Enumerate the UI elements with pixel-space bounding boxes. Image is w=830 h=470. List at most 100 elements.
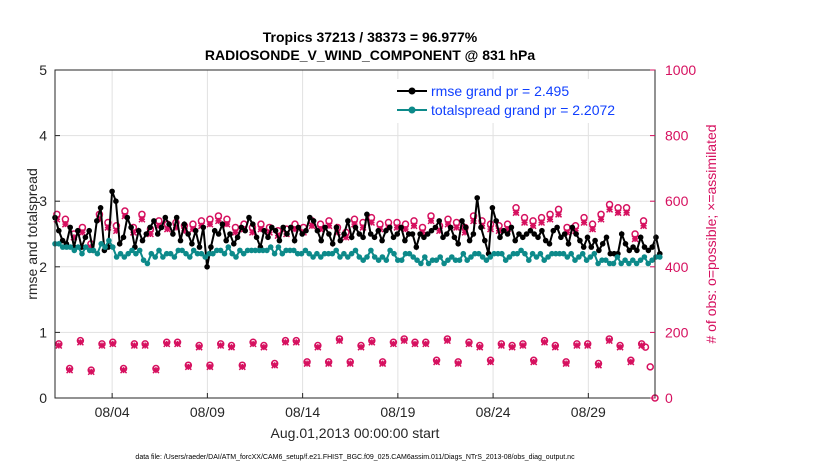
- series-point-1: [522, 250, 528, 257]
- obs-assimilated-marker: [594, 361, 603, 369]
- obs-assimilated-marker: [616, 343, 624, 351]
- series-point-0: [383, 227, 389, 234]
- series-point-0: [120, 234, 127, 241]
- y-right-tick-label: 400: [665, 259, 689, 275]
- series-point-1: [229, 250, 235, 257]
- series-point-1: [483, 257, 490, 264]
- series-point-1: [445, 257, 451, 264]
- series-point-0: [59, 237, 66, 244]
- obs-assimilated-marker: [109, 340, 117, 348]
- series-point-1: [210, 250, 216, 257]
- obs-possible-marker: [646, 363, 654, 371]
- series-point-1: [140, 257, 147, 264]
- series-point-0: [109, 188, 115, 195]
- series-point-1: [329, 250, 336, 257]
- series-point-1: [106, 237, 112, 244]
- legend-box: [393, 79, 651, 123]
- series-point-0: [253, 234, 260, 241]
- series-point-0: [97, 205, 104, 211]
- series-point-1: [183, 250, 189, 257]
- series-point-1: [198, 250, 205, 257]
- obs-assimilated-marker: [104, 223, 112, 231]
- obs-assimilated-marker: [580, 218, 588, 227]
- obs-assimilated-marker: [129, 228, 137, 236]
- obs-assimilated-marker: [508, 343, 516, 351]
- obs-assimilated-marker: [184, 363, 192, 371]
- obs-assimilated-marker: [497, 341, 505, 350]
- series-point-1: [133, 250, 139, 257]
- series-point-0: [204, 264, 210, 270]
- series-point-0: [299, 231, 306, 237]
- series-point-0: [653, 234, 659, 241]
- series-point-1: [94, 250, 101, 257]
- series-point-0: [113, 198, 119, 204]
- series-point-1: [252, 247, 259, 254]
- chart-title-line2: RADIOSONDE_V_WIND_COMPONENT @ 831 hPa: [205, 47, 535, 63]
- series-point-1: [468, 254, 474, 260]
- series-point-1: [533, 254, 540, 260]
- y-right-axis-label: # of obs: o=possible; ×=assimilated: [703, 124, 719, 343]
- y-right-tick-label: 200: [665, 324, 689, 340]
- series-point-0: [386, 224, 393, 231]
- series-point-1: [610, 260, 617, 267]
- obs-assimilated-marker: [605, 337, 613, 345]
- series-point-0: [250, 221, 256, 227]
- series-point-0: [291, 237, 298, 244]
- obs-assimilated-marker: [174, 340, 182, 348]
- series-point-0: [116, 241, 123, 247]
- obs-assimilated-marker: [589, 225, 597, 233]
- series-point-1: [622, 257, 628, 264]
- series-point-0: [558, 234, 564, 241]
- obs-assimilated-marker: [155, 222, 163, 230]
- y-right-tick-label: 0: [665, 390, 673, 406]
- series-point-1: [568, 250, 574, 257]
- series-point-0: [310, 218, 317, 224]
- series-point-0: [265, 234, 271, 241]
- series-point-0: [523, 231, 530, 237]
- legend-spread-marker: [408, 106, 416, 114]
- series-point-0: [436, 218, 443, 224]
- series-point-0: [371, 234, 378, 241]
- series-point-0: [512, 237, 518, 244]
- series-point-0: [67, 224, 73, 231]
- series-line-0: [54, 191, 661, 267]
- series-point-1: [375, 257, 382, 264]
- series-point-1: [452, 257, 459, 264]
- series-point-0: [261, 227, 268, 234]
- series-point-1: [356, 254, 363, 260]
- obs-assimilated-marker: [529, 222, 537, 230]
- series-point-1: [449, 254, 455, 260]
- series-point-0: [151, 218, 157, 224]
- y-left-tick-label: 1: [39, 324, 47, 340]
- series-point-1: [603, 257, 609, 264]
- series-point-1: [475, 250, 482, 257]
- series-point-1: [171, 254, 178, 260]
- series-point-1: [464, 257, 471, 264]
- series-point-0: [345, 218, 351, 224]
- series-point-1: [383, 257, 390, 264]
- series-point-1: [537, 250, 544, 257]
- series-point-1: [387, 247, 393, 254]
- obs-assimilated-marker: [223, 220, 231, 228]
- series-point-1: [491, 250, 497, 257]
- series-point-1: [364, 254, 370, 260]
- series-point-1: [395, 257, 401, 264]
- obs-assimilated-marker: [465, 340, 473, 348]
- series-point-0: [56, 227, 62, 234]
- series-point-1: [425, 260, 432, 267]
- series-point-0: [577, 237, 583, 244]
- series-point-1: [264, 247, 270, 254]
- x-tick-label: 08/29: [571, 404, 606, 420]
- series-point-0: [455, 241, 462, 247]
- series-point-0: [227, 231, 233, 237]
- obs-assimilated-marker: [368, 338, 376, 346]
- series-point-1: [564, 254, 571, 260]
- series-point-1: [102, 244, 108, 250]
- series-point-0: [75, 227, 81, 234]
- obs-assimilated-marker: [206, 363, 214, 371]
- series-point-1: [549, 250, 555, 257]
- series-point-0: [596, 247, 602, 254]
- obs-assimilated-marker: [152, 366, 160, 374]
- y-left-tick-label: 5: [39, 62, 47, 78]
- series-point-1: [345, 254, 351, 260]
